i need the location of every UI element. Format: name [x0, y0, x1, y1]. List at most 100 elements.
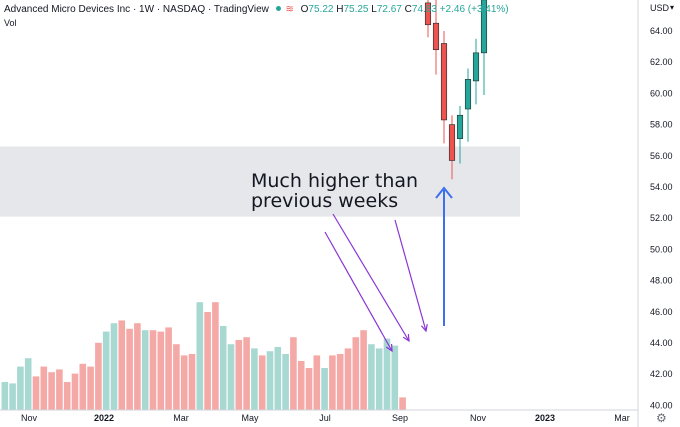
- chart-header: Advanced Micro Devices Inc · 1W · NASDAQ…: [4, 4, 509, 15]
- volume-bar: [235, 340, 243, 410]
- volume-bar: [329, 355, 336, 410]
- volume-bar: [212, 302, 219, 410]
- volume-bar: [290, 337, 297, 410]
- x-tick-label: 2022: [94, 413, 114, 423]
- volume-bar: [368, 344, 375, 410]
- arrow-purple-head: [420, 324, 428, 333]
- arrow-purple: [394, 219, 427, 332]
- volume-bar: [313, 355, 321, 410]
- x-tick-label: Mar: [614, 413, 630, 423]
- volume-bar: [282, 354, 289, 410]
- x-tick-label: Sep: [392, 413, 408, 423]
- volume-bar: [165, 327, 172, 410]
- volume-bar: [71, 373, 79, 410]
- ohlc-low: L72.67: [371, 4, 402, 15]
- volume-bar: [173, 344, 180, 410]
- wave-icon[interactable]: ≋: [285, 4, 294, 15]
- symbol-title[interactable]: Advanced Micro Devices Inc · 1W · NASDAQ…: [4, 4, 269, 15]
- volume-bar: [383, 338, 391, 410]
- y-tick-label: 64.00: [650, 26, 673, 36]
- candle-body: [448, 124, 456, 161]
- volume-bar: [79, 363, 87, 410]
- volume-bar: [102, 331, 110, 410]
- arrow-purple-head: [402, 333, 410, 343]
- volume-bar: [336, 354, 344, 410]
- market-status-dot: [275, 6, 281, 12]
- volume-bar: [32, 376, 40, 410]
- y-tick-label: 42.00: [650, 369, 673, 379]
- candle-body: [456, 114, 464, 139]
- chevron-down-icon[interactable]: ▾: [670, 3, 675, 12]
- y-tick-label: 40.00: [650, 400, 673, 410]
- volume-bar: [118, 320, 126, 410]
- volume-bar: [305, 368, 313, 410]
- arrow-blue-head: [435, 186, 453, 199]
- gear-icon[interactable]: ⚙: [656, 411, 667, 425]
- y-tick-label: 54.00: [650, 182, 673, 192]
- volume-bar: [87, 366, 94, 410]
- y-tick-label: 58.00: [650, 120, 673, 130]
- volume-bar: [321, 368, 328, 410]
- y-tick-label: 56.00: [650, 151, 673, 161]
- volume-bar: [243, 337, 250, 410]
- y-tick-label: 44.00: [650, 338, 673, 348]
- currency-label[interactable]: USD: [650, 3, 670, 13]
- volume-bar: [251, 348, 258, 410]
- volume-bar: [297, 361, 305, 410]
- volume-bar: [274, 347, 282, 410]
- volume-bar: [196, 302, 204, 410]
- ohlc-close: C74.83: [404, 4, 437, 15]
- ohlc-high: H75.25: [336, 4, 369, 15]
- volume-bar: [1, 382, 9, 410]
- arrow-purple: [324, 231, 393, 352]
- candle-body: [472, 52, 480, 82]
- volume-bar: [24, 358, 32, 410]
- volume-bar: [399, 397, 406, 410]
- y-tick-label: 62.00: [650, 57, 673, 67]
- volume-bar: [266, 351, 274, 410]
- annotation-text: Much higher than previous weeks: [251, 170, 419, 212]
- volume-bar: [352, 337, 360, 410]
- volume-bar: [204, 312, 211, 410]
- volume-bar: [149, 330, 157, 410]
- volume-bar: [9, 383, 16, 410]
- volume-bar: [141, 330, 149, 410]
- volume-bar: [110, 323, 118, 410]
- arrow-purple: [332, 213, 410, 342]
- volume-bar: [219, 326, 227, 410]
- volume-bar: [227, 344, 235, 410]
- volume-bar: [134, 323, 141, 410]
- volume-bar: [344, 348, 352, 410]
- volume-bar: [157, 331, 165, 410]
- volume-bar: [95, 342, 102, 410]
- y-tick-label: 52.00: [650, 213, 673, 223]
- volume-bar: [63, 382, 71, 410]
- highlight-band: [0, 146, 520, 217]
- volume-bar: [40, 366, 48, 410]
- volume-bar: [188, 354, 196, 410]
- candle-body: [480, 0, 488, 54]
- y-tick-label: 50.00: [650, 244, 673, 254]
- arrow-purple-head: [385, 343, 393, 353]
- candle-body: [432, 22, 440, 51]
- volume-bar: [17, 366, 24, 410]
- volume-label[interactable]: Vol: [4, 18, 17, 28]
- candle-body: [464, 79, 472, 110]
- price-change: +2.46 (+3.41%): [439, 4, 509, 15]
- y-tick-label: 46.00: [650, 307, 673, 317]
- volume-bar: [360, 330, 367, 410]
- x-tick-label: 2023: [535, 413, 555, 423]
- volume-bar: [180, 355, 188, 410]
- x-tick-label: Jul: [319, 413, 331, 423]
- volume-bar: [126, 328, 133, 410]
- ohlc-open: O75.22: [300, 4, 334, 15]
- candle-body: [424, 2, 432, 26]
- volume-bar: [391, 345, 399, 410]
- candles: [424, 0, 488, 180]
- y-tick-label: 48.00: [650, 276, 673, 286]
- volume-bar: [375, 348, 383, 410]
- x-tick-label: Nov: [470, 413, 487, 423]
- volume-bar: [258, 355, 266, 410]
- x-tick-label: Mar: [173, 413, 189, 423]
